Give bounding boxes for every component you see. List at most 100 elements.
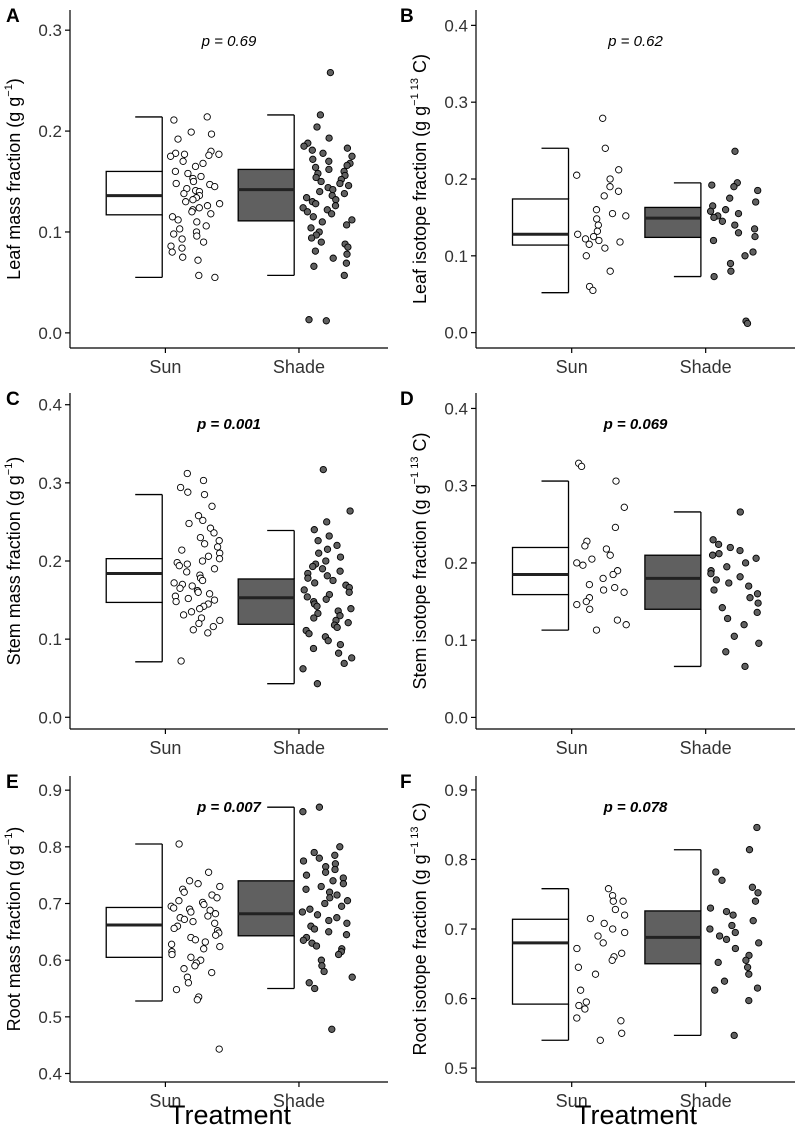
panel-e-point-sun xyxy=(167,940,176,948)
panel-e-point-sun xyxy=(191,962,199,970)
panel-d-ytick-label: 0.3 xyxy=(444,477,468,496)
panel-c-p-value: p = 0.001 xyxy=(196,416,261,433)
panel-c-point-sun xyxy=(178,546,186,554)
panel-c-point-sun xyxy=(215,555,224,563)
panel-f-point-sun xyxy=(621,928,629,937)
panel-e-point-sun xyxy=(204,868,213,876)
panel-e-point-shade xyxy=(331,851,339,859)
panel-c-point-shade xyxy=(313,602,321,610)
panel-a-point-shade xyxy=(348,152,356,160)
panel-a-point-sun xyxy=(178,235,186,243)
panel-c-point-shade xyxy=(319,465,327,474)
panel-a-box-shade xyxy=(237,168,295,222)
panel-c-xtick-label: Shade xyxy=(273,738,325,758)
panel-d-point-shade xyxy=(723,563,731,571)
panel-d-point-shade xyxy=(745,582,753,590)
panel-e-point-shade xyxy=(343,897,352,905)
panel-c-ytick-label: 0.3 xyxy=(38,474,62,493)
panel-f-point-shade xyxy=(730,1031,738,1040)
panel-b-point-sun xyxy=(601,244,609,252)
panel-c-point-shade xyxy=(314,537,322,545)
panel-c-point-shade xyxy=(347,605,355,613)
panel-e-point-shade xyxy=(315,854,323,862)
panel-c-point-shade xyxy=(313,680,322,688)
panel-a-point-sun xyxy=(195,204,203,212)
panel-e-point-shade xyxy=(313,911,322,919)
panel-d-point-sun xyxy=(606,551,614,559)
panel-f-point-shade xyxy=(722,907,731,916)
panel-d-xtick-label: Sun xyxy=(556,738,588,758)
panel-a-point-shade xyxy=(336,179,344,188)
panel-d-point-shade xyxy=(740,621,748,629)
panel-c-point-sun xyxy=(177,657,185,665)
panel-e-point-sun xyxy=(191,936,200,944)
panel-c-point-sun xyxy=(183,568,191,576)
panel-b-point-sun xyxy=(606,175,614,183)
panel-c-ytick-label: 0.2 xyxy=(38,552,62,571)
panel-a-point-shade xyxy=(322,317,330,325)
panel-d-point-shade xyxy=(755,639,763,647)
panel-c-point-shade xyxy=(348,654,356,662)
panel-d-point-shade xyxy=(752,554,760,562)
panel-e-point-sun xyxy=(215,1045,223,1053)
panel-f-ytick-label: 0.5 xyxy=(444,1059,468,1078)
panel-e-point-sun xyxy=(200,945,208,953)
panel-a-point-sun xyxy=(170,116,178,124)
panel-c-point-shade xyxy=(336,567,344,575)
panel-a-point-sun xyxy=(188,208,196,216)
panel-f-point-shade xyxy=(753,984,762,992)
panel-b-point-shade xyxy=(741,252,749,260)
panel-e-point-shade xyxy=(315,803,324,811)
panel-a-point-shade xyxy=(329,254,337,262)
panel-e-point-shade xyxy=(331,865,339,874)
panel-e-point-sun xyxy=(185,877,194,885)
panel-a-point-sun xyxy=(189,196,197,204)
panel-f-p-value: p = 0.078 xyxy=(603,799,668,816)
panel-f-point-shade xyxy=(745,970,753,978)
panel-c-point-sun xyxy=(194,512,203,520)
panel-e-point-sun xyxy=(172,985,181,994)
panel-a-point-shade xyxy=(317,238,325,246)
panel-f-box-sun xyxy=(511,918,570,1005)
panel-a-point-sun xyxy=(172,179,180,188)
panel-e-point-shade xyxy=(329,877,337,885)
panel-b-point-shade xyxy=(752,198,760,206)
panel-e-point-sun xyxy=(180,965,188,973)
panel-d-box-sun xyxy=(511,546,570,596)
panel-d-point-sun xyxy=(585,580,594,589)
panel-c-point-sun xyxy=(188,582,196,590)
panel-c-ytick-label: 0.1 xyxy=(38,630,62,649)
panel-e-point-shade xyxy=(317,882,325,891)
panel-c-point-sun xyxy=(210,596,219,604)
panel-d-xtick-label: Shade xyxy=(680,738,732,758)
panel-b-xtick-label: Shade xyxy=(680,357,732,377)
panel-e-point-sun xyxy=(193,996,201,1004)
panel-c-box-sun xyxy=(105,558,163,604)
panel-e-point-sun xyxy=(189,917,197,926)
panel-b-point-sun xyxy=(593,227,602,235)
panel-c-point-shade xyxy=(323,572,331,580)
panel-a-point-sun xyxy=(174,135,182,143)
panel-c-point-sun xyxy=(170,579,178,587)
panel-f-point-shade xyxy=(731,928,739,937)
panel-a-xtick-label: Shade xyxy=(273,357,325,377)
panel-d-point-sun xyxy=(613,616,622,624)
panel-c-point-sun xyxy=(199,516,207,525)
panel-b-point-sun xyxy=(573,171,581,179)
panel-d-point-shade xyxy=(714,540,723,549)
panel-d-point-shade xyxy=(730,632,738,640)
panel-d-point-shade xyxy=(712,576,720,584)
panel-a-point-sun xyxy=(184,169,192,178)
panel-e-point-sun xyxy=(208,968,216,977)
panel-b-point-shade xyxy=(710,272,718,281)
panel-f-ytick-label: 0.7 xyxy=(444,920,468,939)
panel-f-point-shade xyxy=(715,932,724,940)
panel-c-point-sun xyxy=(184,488,192,496)
panel-d-point-sun xyxy=(592,626,601,634)
panel-f-point-shade xyxy=(743,963,752,971)
panel-a-point-shade xyxy=(319,149,327,157)
panel-c-point-sun xyxy=(210,565,219,573)
panel-a-point-shade xyxy=(327,210,336,218)
panel-a-point-sun xyxy=(191,162,200,171)
panel-a-point-sun xyxy=(180,150,189,158)
